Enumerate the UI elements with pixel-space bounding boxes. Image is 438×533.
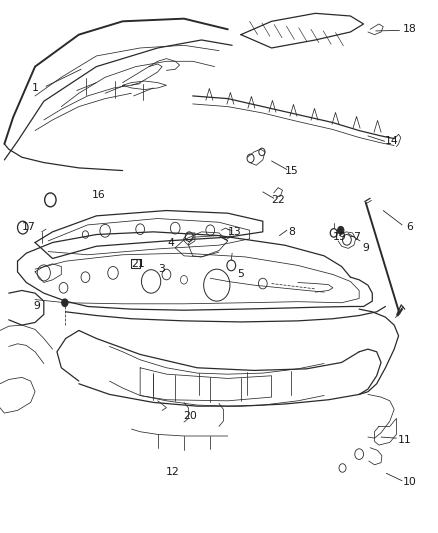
Text: 12: 12 <box>166 467 180 477</box>
Text: 18: 18 <box>403 25 417 34</box>
Circle shape <box>338 227 344 234</box>
Text: 11: 11 <box>398 435 412 445</box>
Text: 14: 14 <box>385 136 399 146</box>
Text: 4: 4 <box>167 238 174 247</box>
Text: 8: 8 <box>288 227 295 237</box>
Text: 1: 1 <box>32 83 39 93</box>
Text: 13: 13 <box>227 227 241 237</box>
Text: 7: 7 <box>353 232 360 242</box>
Bar <box>131 259 140 268</box>
Text: 17: 17 <box>21 222 35 231</box>
Text: 20: 20 <box>184 411 198 421</box>
Text: 21: 21 <box>131 259 145 269</box>
Text: 19: 19 <box>332 232 346 242</box>
Text: 16: 16 <box>92 190 106 199</box>
Text: 15: 15 <box>284 166 298 175</box>
Text: 9: 9 <box>362 243 369 253</box>
Text: 6: 6 <box>406 222 413 231</box>
Text: 22: 22 <box>271 195 285 205</box>
Text: 9: 9 <box>34 302 41 311</box>
Circle shape <box>330 229 337 237</box>
Text: 5: 5 <box>237 270 244 279</box>
Text: 3: 3 <box>159 264 166 274</box>
Text: 10: 10 <box>403 478 417 487</box>
Circle shape <box>62 299 68 306</box>
